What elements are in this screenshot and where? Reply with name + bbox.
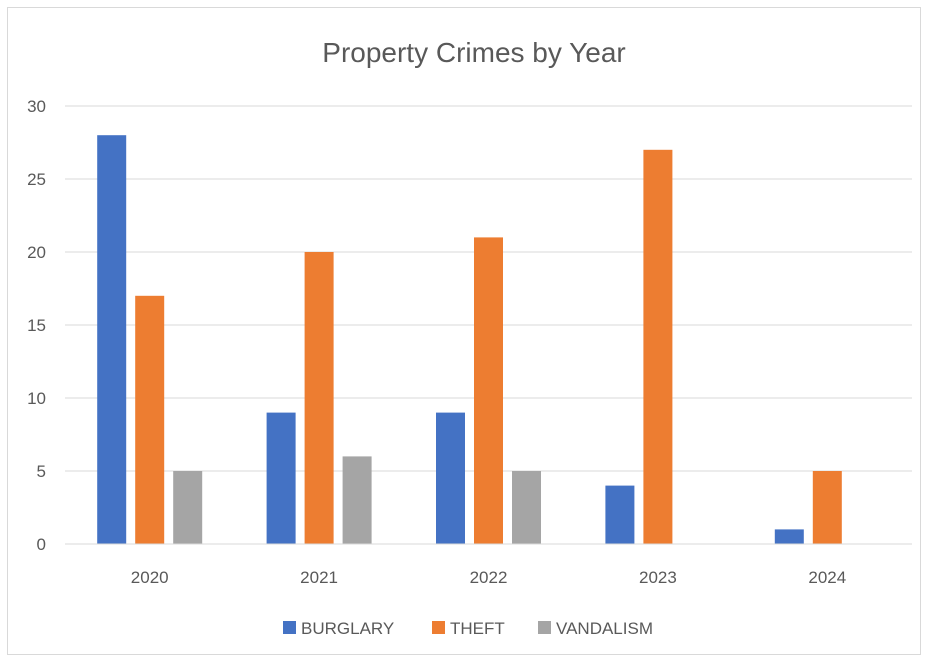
legend-swatch-vandalism	[538, 621, 551, 634]
y-tick-label: 30	[27, 97, 46, 116]
bar-burglary-2021	[266, 412, 296, 544]
bar-theft-2024	[812, 471, 842, 544]
bar-theft-2023	[643, 149, 673, 545]
gridlines	[65, 105, 912, 472]
chart-title: Property Crimes by Year	[322, 37, 625, 68]
bar-vandalism-2022	[512, 471, 541, 544]
y-tick-label: 5	[37, 462, 46, 481]
x-tick-label: 2023	[639, 568, 677, 587]
bar-burglary-2024	[774, 529, 804, 544]
bar-vandalism-2021	[342, 456, 372, 544]
bar-theft-2022	[474, 237, 503, 544]
bar-burglary-2022	[436, 412, 465, 544]
bar-theft-2020	[135, 295, 165, 544]
legend: BURGLARY THEFT VANDALISM	[283, 619, 653, 638]
y-tick-label: 20	[27, 243, 46, 262]
legend-label-vandalism: VANDALISM	[556, 619, 653, 638]
legend-label-burglary: BURGLARY	[301, 619, 394, 638]
bars	[97, 135, 842, 545]
y-tick-label: 0	[37, 535, 46, 554]
x-tick-label: 2021	[300, 568, 338, 587]
x-tick-label: 2022	[470, 568, 508, 587]
y-axis-ticks: 0 5 10 15 20 25 30	[27, 97, 46, 554]
bar-theft-2021	[304, 252, 334, 544]
x-axis-ticks: 2020 2021 2022 2023 2024	[131, 568, 846, 587]
x-tick-label: 2020	[131, 568, 169, 587]
y-tick-label: 10	[27, 389, 46, 408]
bar-vandalism-2020	[173, 471, 203, 544]
legend-swatch-theft	[432, 621, 445, 634]
legend-label-theft: THEFT	[450, 619, 505, 638]
y-tick-label: 25	[27, 170, 46, 189]
bar-burglary-2020	[97, 135, 127, 544]
x-tick-label: 2024	[808, 568, 846, 587]
bar-burglary-2023	[605, 485, 635, 544]
legend-swatch-burglary	[283, 621, 296, 634]
y-tick-label: 15	[27, 316, 46, 335]
